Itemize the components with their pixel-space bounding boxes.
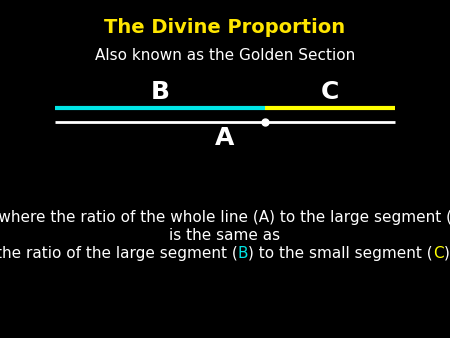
Text: ).: ).: [443, 246, 450, 261]
Text: Is where the ratio of the whole line (A) to the large segment (: Is where the ratio of the whole line (A)…: [0, 210, 450, 225]
Text: ) to the small segment (: ) to the small segment (: [248, 246, 433, 261]
Text: Also known as the Golden Section: Also known as the Golden Section: [95, 48, 355, 63]
Text: is the same as: is the same as: [170, 228, 280, 243]
Text: The Divine Proportion: The Divine Proportion: [104, 18, 346, 37]
Text: C: C: [433, 246, 443, 261]
Text: the ratio of the large segment (: the ratio of the large segment (: [0, 246, 238, 261]
Text: A: A: [215, 126, 235, 150]
Text: B: B: [151, 80, 170, 104]
Text: C: C: [321, 80, 339, 104]
Text: B: B: [238, 246, 248, 261]
